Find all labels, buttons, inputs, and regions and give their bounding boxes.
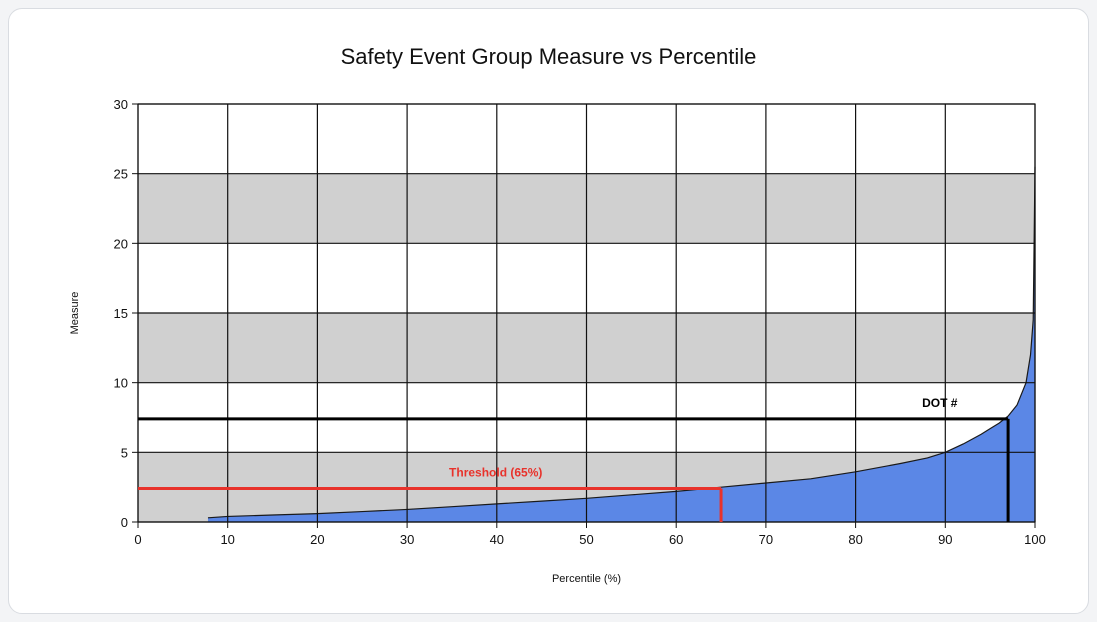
dot-label: DOT # — [922, 396, 958, 410]
chart-title: Safety Event Group Measure vs Percentile — [340, 44, 757, 69]
grid-layer — [137, 103, 1036, 523]
x-tick-label: 80 — [848, 532, 862, 547]
y-tick-label: 5 — [121, 445, 128, 460]
y-tick-label: 10 — [114, 376, 128, 391]
x-tick-label: 10 — [220, 532, 234, 547]
threshold-label: Threshold (65%) — [449, 466, 542, 480]
x-tick-label: 70 — [759, 532, 773, 547]
y-axis-title: Measure — [69, 292, 81, 335]
annotation-layer: Threshold (65%) DOT # — [138, 396, 1010, 522]
x-tick-label: 50 — [579, 532, 593, 547]
x-tick-label: 40 — [490, 532, 504, 547]
area-series — [207, 166, 1035, 522]
x-tick-label: 0 — [134, 532, 141, 547]
x-tick-label: 90 — [938, 532, 952, 547]
y-tick-label: 20 — [114, 236, 128, 251]
area-series-outline — [207, 166, 1036, 519]
x-tick-label: 100 — [1024, 532, 1046, 547]
x-tick-label: 20 — [310, 532, 324, 547]
y-tick-label: 15 — [114, 306, 128, 321]
area-layer — [207, 166, 1036, 522]
y-tick-label: 0 — [121, 515, 128, 530]
y-tick-label: 25 — [114, 167, 128, 182]
x-tick-label: 60 — [669, 532, 683, 547]
x-axis-title: Percentile (%) — [552, 573, 621, 585]
y-tick-label: 30 — [114, 97, 128, 112]
tick-layer: 0 10 20 30 40 50 60 70 80 90 100 0 5 10 15 20 25 30 — [114, 97, 1046, 547]
x-tick-label: 30 — [400, 532, 414, 547]
